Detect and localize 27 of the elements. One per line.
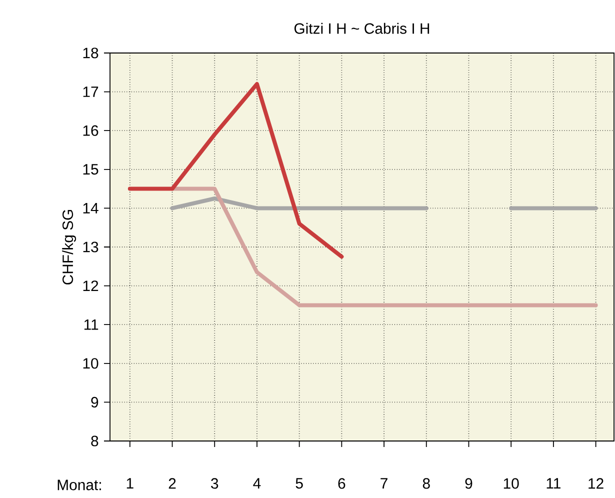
x-tick-label: 7 [380,478,388,488]
x-tick-label: 6 [338,478,346,489]
x-tick-label: 2 [168,478,176,489]
y-tick-label: 9 [91,396,98,408]
x-tick-label: 12 [588,478,604,489]
y-tick-label: 17 [83,86,98,97]
y-tick-label: 11 [84,319,98,330]
y-tick-label: 18 [83,48,98,58]
x-tick-label: 5 [296,478,303,489]
x-tick-label: 11 [546,478,560,488]
x-tick-label: 3 [211,478,218,489]
x-tick-label: 4 [253,478,261,488]
x-tick-label: 1 [126,478,134,488]
y-axis-title: CHF/kg SG [62,210,76,284]
x-tick-label: 9 [465,478,472,489]
x-tick-label: 10 [504,478,519,489]
y-tick-label: 10 [83,358,98,369]
line-series [128,82,344,259]
y-tick-label: 14 [83,203,98,214]
y-tick-label: 13 [83,242,98,252]
chart-title: Gitzi I H ~ Cabris I H [294,22,430,34]
y-tick-label: 12 [83,280,98,292]
x-axis-title: Monat: [58,480,101,490]
y-tick-label: 15 [83,164,98,175]
y-tick-label: 8 [91,436,98,446]
x-tick-label: 8 [422,478,430,489]
y-tick-label: 16 [83,125,98,136]
